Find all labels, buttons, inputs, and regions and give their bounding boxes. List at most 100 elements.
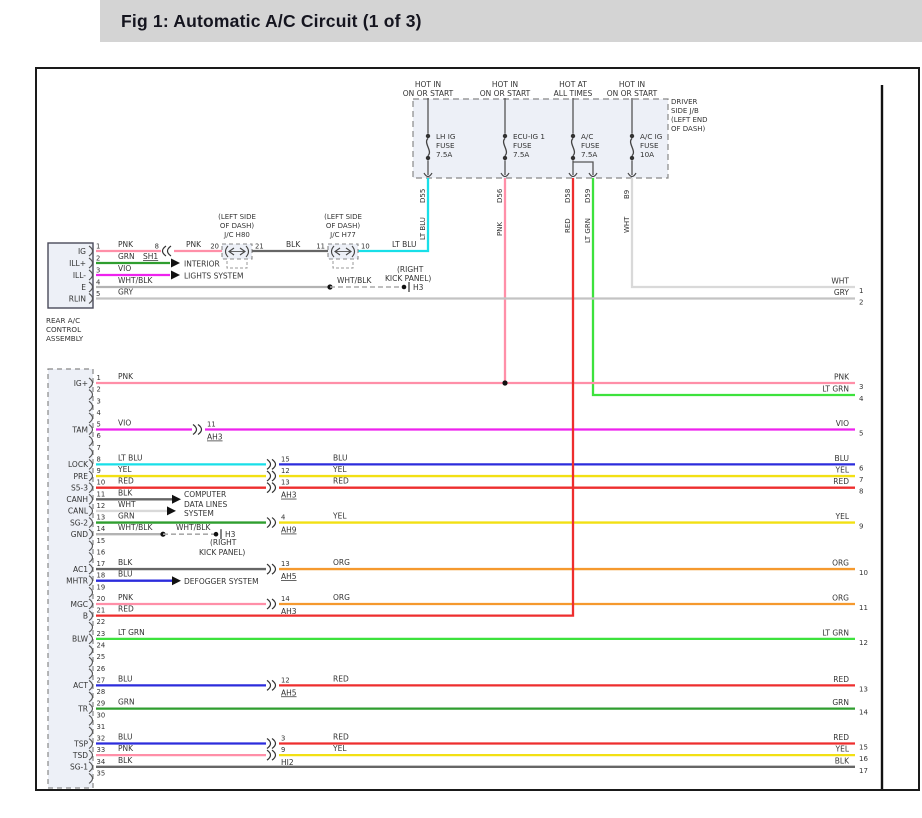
pin-number: 15 xyxy=(97,537,106,545)
panel-exit-icon xyxy=(568,172,578,178)
pin-number: 31 xyxy=(97,723,106,731)
butt-connector-icon xyxy=(161,245,172,257)
pin-name: TSD xyxy=(72,751,88,760)
wire-color-label: BLK xyxy=(286,240,301,249)
wire-color-label: BLK xyxy=(118,488,133,497)
feed-label: ALL TIMES xyxy=(554,89,593,98)
junction-dot xyxy=(401,284,407,290)
jc-arrow-icon xyxy=(334,247,352,256)
pin-number: 4 xyxy=(96,279,100,287)
pin-bracket xyxy=(88,575,94,587)
pin-number: 20 xyxy=(97,595,106,603)
pin-bracket xyxy=(88,424,94,435)
pin-number: 14 xyxy=(281,595,290,603)
inline-connector-icon xyxy=(266,598,277,610)
pin-bracket xyxy=(88,293,94,304)
wire-color-label: BLU xyxy=(118,733,132,742)
system-label: SYSTEM xyxy=(184,509,214,518)
pin-bracket xyxy=(88,435,94,447)
wire-D55 xyxy=(358,178,430,253)
fuse-terminal xyxy=(425,133,431,139)
pin-number: 27 xyxy=(97,676,106,684)
wire-color-label: VIO xyxy=(118,264,131,273)
pin-number: 29 xyxy=(97,700,106,708)
inline-connector-icon xyxy=(266,738,277,750)
pin-number: 14 xyxy=(859,709,868,717)
wire-color-label: ORG xyxy=(333,558,350,567)
fuse-element-icon xyxy=(629,137,635,157)
wire-color-label: RED xyxy=(833,675,849,684)
pin-number: 15 xyxy=(281,455,290,463)
pin-number: 3 xyxy=(96,267,100,275)
fuse-terminal xyxy=(570,155,576,161)
pin-number: 12 xyxy=(281,676,290,684)
pin-number: 1 xyxy=(96,243,100,251)
pin-bracket xyxy=(88,761,94,773)
jb-label: DRIVER xyxy=(671,98,698,106)
connector-ref[interactable]: AH3 xyxy=(207,433,223,442)
wire-color-label: BLU xyxy=(835,454,849,463)
wire-D59 xyxy=(591,178,855,397)
pin-bracket xyxy=(88,528,94,540)
component-name: CONTROL xyxy=(46,325,81,334)
pin-name: GND xyxy=(71,530,88,539)
pin-name: ILL- xyxy=(73,271,86,280)
pin-number: 13 xyxy=(281,560,290,568)
connector-id: D59 xyxy=(584,189,592,203)
pin-name: TR xyxy=(77,704,88,713)
splice-ref[interactable]: SH1 xyxy=(143,252,158,261)
fuse-label: FUSE xyxy=(436,141,455,150)
pin-number: 13 xyxy=(97,514,106,522)
system-label: DEFOGGER SYSTEM xyxy=(184,577,259,586)
pin-number: 17 xyxy=(97,560,106,568)
system-label: INTERIOR xyxy=(184,260,220,269)
jc-body-icon xyxy=(226,261,248,269)
pin-number: 2 xyxy=(97,386,101,394)
wire-color-label: ORG xyxy=(832,593,849,602)
connector-ref[interactable]: AH3 xyxy=(281,607,297,616)
pin-bracket xyxy=(88,726,94,738)
jc-label: J/C H80 xyxy=(223,231,250,239)
feed-label: HOT AT xyxy=(559,80,587,89)
connector-ref[interactable]: AH9 xyxy=(281,526,297,535)
pin-bracket xyxy=(88,400,94,412)
pin-bracket xyxy=(88,257,94,269)
pin-number: 8 xyxy=(97,455,101,463)
wire-color-label: ORG xyxy=(832,559,849,568)
pin-number: 4 xyxy=(859,395,864,403)
pin-number: 10 xyxy=(97,479,106,487)
pin-bracket xyxy=(88,493,94,505)
wire-color-label: RED xyxy=(118,605,134,614)
pin-name: SG-1 xyxy=(70,763,88,772)
connector-ref[interactable]: AH5 xyxy=(281,688,297,697)
wire-color-label: WHT/BLK xyxy=(337,276,372,285)
wire-color-label: WHT xyxy=(831,277,849,286)
rear-ac-assembly-box xyxy=(47,242,94,309)
junction-block-box xyxy=(412,98,669,179)
connector-ref[interactable]: AH3 xyxy=(281,491,297,500)
pin-number: 7 xyxy=(859,476,863,484)
wire-color-label: LT GRN xyxy=(584,218,592,243)
fuse-terminal xyxy=(570,133,576,139)
jc-label: OF DASH) xyxy=(326,222,361,230)
connector-id: D55 xyxy=(419,189,427,203)
wire-color-label: LT GRN xyxy=(118,628,145,637)
connector-ref[interactable]: AH5 xyxy=(281,572,297,581)
fuse-label: 7.5A xyxy=(436,150,452,159)
inline-connector-icon xyxy=(266,482,277,494)
ground-ref: H3 xyxy=(413,283,424,292)
pin-number: 20 xyxy=(210,243,219,251)
pin-bracket xyxy=(88,281,94,293)
fuse-terminal xyxy=(629,155,635,161)
pin-name: ILL+ xyxy=(69,259,86,268)
pin-number: 11 xyxy=(859,604,868,612)
wire-color-label: VIO xyxy=(836,419,849,428)
fuse-terminal xyxy=(502,155,508,161)
fuse-terminal xyxy=(502,133,508,139)
pin-name: AC1 xyxy=(73,565,88,574)
connector-ref[interactable]: HI2 xyxy=(281,758,294,767)
fuse-label: A/C IG xyxy=(640,132,662,141)
pin-number: 15 xyxy=(859,744,868,752)
pin-bracket xyxy=(88,563,94,575)
pin-number: 5 xyxy=(97,421,101,429)
